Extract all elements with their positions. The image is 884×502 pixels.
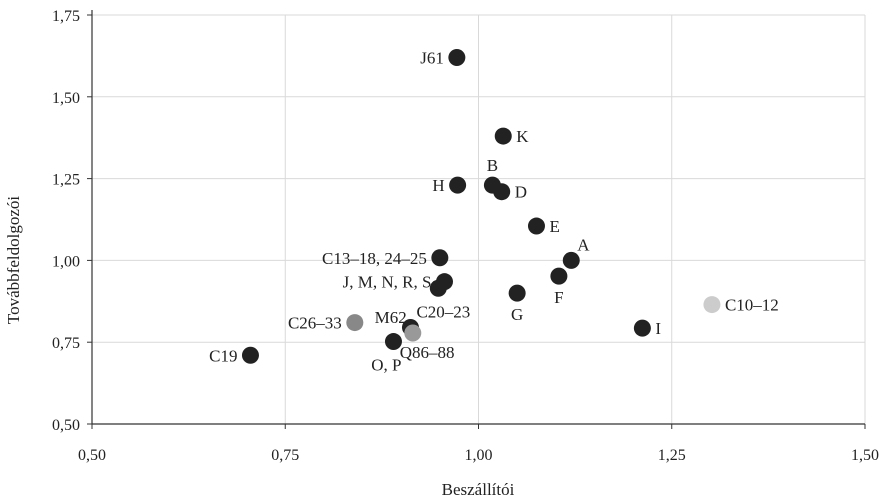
data-point <box>404 324 422 342</box>
data-label: O, P <box>371 356 401 375</box>
data-point <box>384 333 402 351</box>
data-point <box>494 127 512 145</box>
data-point <box>346 314 364 332</box>
data-point <box>429 279 447 297</box>
data-label: A <box>577 235 590 254</box>
data-point <box>493 183 511 201</box>
data-point <box>241 346 259 364</box>
data-labels: J61 KB H D E C13–18, 24–25 A J, M, N, R, S F C20–… <box>209 49 779 375</box>
y-tick-label: 0,75 <box>52 335 80 352</box>
y-tick-label: 1,00 <box>52 253 80 270</box>
data-label: C10–12 <box>725 296 779 315</box>
x-tick-label: 1,00 <box>465 447 493 464</box>
data-point <box>633 319 651 337</box>
data-label: B <box>487 156 498 175</box>
data-label: M62 <box>375 308 407 327</box>
x-tick-label: 0,50 <box>78 447 106 464</box>
axes <box>87 10 866 429</box>
data-label: F <box>554 288 563 307</box>
data-label: E <box>549 217 559 236</box>
data-point <box>550 267 568 285</box>
data-label: C13–18, 24–25 <box>322 249 427 268</box>
y-tick-label: 1,50 <box>52 90 80 107</box>
y-tick-label: 1,75 <box>52 8 80 25</box>
data-point <box>703 296 721 314</box>
grid <box>92 14 866 424</box>
data-label: K <box>516 127 529 146</box>
y-tick-label: 0,50 <box>52 417 80 434</box>
data-point <box>449 176 467 194</box>
data-points <box>241 49 721 364</box>
data-label: J, M, N, R, S <box>343 273 432 292</box>
data-point <box>508 284 526 302</box>
data-label: I <box>655 319 661 338</box>
data-label: J61 <box>420 49 444 68</box>
x-tick-label: 1,25 <box>658 447 686 464</box>
y-axis-title: Továbbfeldolgozói <box>4 196 23 324</box>
data-point <box>431 249 449 267</box>
data-label: C19 <box>209 346 237 365</box>
data-label: C26–33 <box>288 314 342 333</box>
data-point <box>562 251 580 269</box>
data-label: H <box>432 176 444 195</box>
data-label: C20–23 <box>416 302 470 321</box>
tick-labels: 0,50 0,75 1,00 1,25 1,50 0,50 0,75 1,00 1,25 1,50… <box>52 8 879 464</box>
x-tick-label: 0,75 <box>271 447 299 464</box>
data-label: G <box>511 305 523 324</box>
x-tick-label: 1,50 <box>851 447 879 464</box>
y-tick-label: 1,25 <box>52 172 80 189</box>
data-label: D <box>515 183 527 202</box>
x-axis-title: Beszállítói <box>442 480 515 499</box>
data-point <box>527 217 545 235</box>
data-point <box>448 49 466 67</box>
data-label: Q86–88 <box>400 343 455 362</box>
